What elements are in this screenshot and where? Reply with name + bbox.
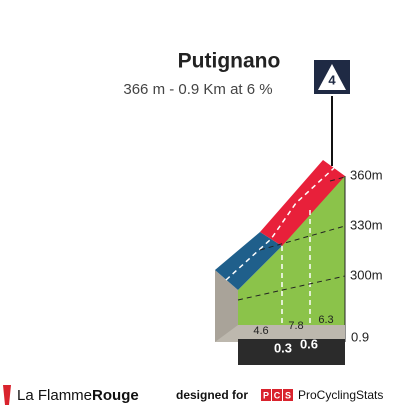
side-face bbox=[215, 270, 238, 342]
base-shade bbox=[215, 325, 345, 342]
pcs-letter: P bbox=[263, 390, 269, 400]
pcs-letter: C bbox=[274, 390, 281, 400]
top-segment-blue bbox=[215, 232, 282, 290]
distance-total: 0.9 bbox=[351, 329, 369, 344]
top-centerline bbox=[225, 167, 335, 281]
top-segment-red bbox=[260, 160, 345, 246]
elevation-line bbox=[329, 176, 346, 182]
brand-name: La FlammeRouge bbox=[17, 387, 139, 404]
front-face bbox=[238, 176, 345, 325]
pcs-box bbox=[272, 389, 282, 401]
brand-light: La Flamme bbox=[17, 387, 92, 404]
brand-icon bbox=[3, 385, 11, 405]
distance-label: 0.3 bbox=[274, 340, 292, 355]
elevation-line bbox=[259, 225, 346, 251]
category-label: 4 bbox=[328, 72, 336, 87]
elevation-line bbox=[237, 275, 346, 301]
pcs-box bbox=[261, 389, 271, 401]
elevation-label: 330m bbox=[350, 217, 383, 232]
gradient-label: 6.3 bbox=[318, 314, 333, 326]
pcs-box bbox=[283, 389, 293, 401]
elevation-label: 360m bbox=[350, 167, 383, 182]
climb-subtitle: 366 m - 0.9 Km at 6 % bbox=[123, 81, 272, 98]
badge-triangle bbox=[318, 64, 346, 90]
elevation-label: 300m bbox=[350, 267, 383, 282]
distance-label: 0.6 bbox=[300, 336, 318, 351]
brand-bold: Rouge bbox=[92, 387, 139, 404]
gradient-label: 4.6 bbox=[253, 325, 268, 337]
distance-strip bbox=[238, 339, 345, 365]
gradient-label: 7.8 bbox=[288, 320, 303, 332]
site-name: ProCyclingStats bbox=[298, 388, 383, 402]
climb-title: Putignano bbox=[178, 50, 281, 73]
pcs-letter: S bbox=[285, 390, 291, 400]
designed-for: designed for bbox=[176, 388, 248, 402]
